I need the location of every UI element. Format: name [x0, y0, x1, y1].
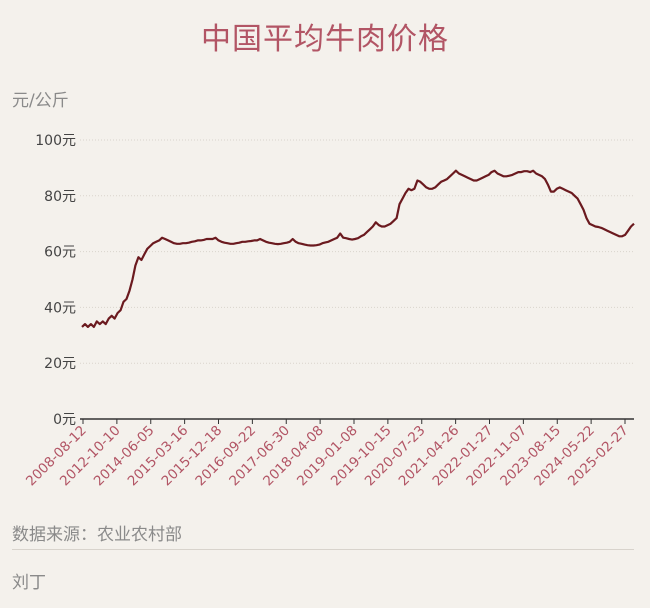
y-tick-labels: 0元 20元 40元 60元 80元 100元 — [35, 133, 76, 428]
chart-title: 中国平均牛肉价格 — [201, 22, 449, 57]
y-tick-label: 80元 — [44, 189, 76, 205]
data-source-note: 数据来源：农业农村部 — [12, 525, 182, 545]
author-credit: 刘丁 — [12, 573, 46, 593]
y-tick-label: 20元 — [44, 356, 76, 372]
line-chart: 0元 20元 40元 60元 80元 100元 2008-08-122012-10-102… — [23, 133, 635, 489]
y-axis-unit-label: 元/公斤 — [12, 91, 69, 111]
divider — [12, 549, 634, 550]
x-tick-labels: 2008-08-122012-10-102014-06-052015-03-16… — [23, 419, 632, 489]
y-tick-label: 0元 — [53, 412, 76, 428]
y-tick-label: 60元 — [44, 245, 76, 261]
y-tick-label: 100元 — [35, 133, 76, 149]
y-tick-label: 40元 — [44, 300, 76, 316]
series-line-beef-price — [81, 169, 635, 328]
gridlines — [80, 139, 634, 364]
